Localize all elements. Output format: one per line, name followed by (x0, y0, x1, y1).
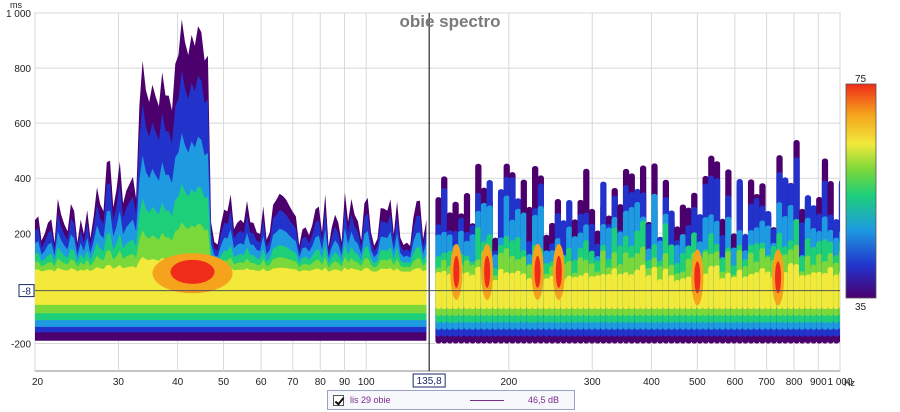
axes: 1 000 800 600 400 200 -200 20 30 40 50 60 70 80 90 100… (6, 9, 853, 388)
legend: lis 29 obie 46,5 dB (327, 390, 575, 410)
hf-band (566, 275, 573, 310)
hf-band (702, 273, 709, 310)
x-tick-label: 100 (358, 377, 375, 388)
cursor-y-label: -8 (22, 287, 31, 298)
x-tick-label: 60 (256, 377, 268, 388)
hf-band (747, 273, 755, 310)
peak-blob (775, 261, 782, 294)
cursor-x-label: 135,8 (417, 376, 442, 387)
x-tick-label: 500 (689, 377, 706, 388)
y-tick-label: 800 (14, 64, 31, 75)
hf-band (639, 264, 647, 310)
y-tick-label: 400 (14, 174, 31, 185)
x-tick-label: 90 (339, 377, 351, 388)
x-tick-label: 300 (584, 377, 601, 388)
colorbar (845, 83, 877, 299)
y-tick-label: -200 (11, 339, 31, 350)
hf-band (594, 275, 601, 310)
hf-band (793, 264, 800, 310)
hf-band (577, 275, 584, 310)
hf-band (685, 276, 692, 310)
legend-checkbox[interactable] (333, 394, 344, 406)
hf-band (526, 278, 533, 310)
hf-band (736, 269, 743, 310)
x-tick-label: 400 (643, 377, 660, 388)
hf-band (617, 273, 624, 310)
legend-series-line (470, 399, 504, 401)
hf-band (492, 279, 499, 310)
hf-band (730, 276, 738, 310)
hf-band (543, 278, 550, 310)
colorbar-min-label: 35 (855, 302, 867, 313)
peak-blob (694, 261, 701, 294)
hf-band (651, 266, 658, 310)
hf-band (588, 276, 596, 310)
x-tick-label: 50 (218, 377, 230, 388)
hf-band (600, 273, 607, 310)
y-tick-label: 200 (14, 229, 31, 240)
chart-title: obie spectro (399, 12, 500, 31)
peak-blob (555, 255, 562, 288)
y-tick-label: 600 (14, 119, 31, 130)
hf-band (833, 274, 840, 310)
hf-band (628, 274, 635, 310)
peak-blob (170, 259, 215, 284)
x-tick-label: 30 (113, 377, 125, 388)
hf-band (708, 265, 715, 310)
peak-blob (534, 255, 541, 288)
y-unit-label: ms (10, 0, 22, 10)
hf-band (497, 268, 505, 310)
x-tick-label: 900 (810, 377, 827, 388)
hf-band (514, 270, 522, 310)
hf-band (719, 277, 726, 310)
hf-band (634, 269, 641, 310)
spectrogram-heatmap (35, 19, 840, 344)
hf-band (742, 276, 749, 310)
hf-band (657, 279, 664, 310)
x-tick-label: 700 (758, 377, 775, 388)
hf-band (713, 265, 721, 310)
x-tick-label: 800 (786, 377, 803, 388)
cursor-y-box (18, 284, 35, 298)
legend-series-name: lis 29 obie (350, 395, 391, 405)
x-tick-label: 20 (32, 377, 44, 388)
hf-band (674, 280, 681, 310)
low-band-layer (35, 253, 427, 305)
peak-blob (453, 255, 460, 288)
hf-band (668, 275, 675, 310)
hf-band (441, 270, 448, 310)
y-tick-label: 1 000 (6, 9, 31, 20)
x-tick-label: 40 (172, 377, 184, 388)
hf-band (759, 268, 766, 310)
x-tick-label: 80 (315, 377, 327, 388)
colorbar-max-label: 75 (855, 74, 867, 85)
hf-band (605, 273, 613, 310)
hf-band (611, 268, 618, 310)
x-unit-label: Hz (844, 378, 855, 388)
x-tick-label: 1 000 (827, 377, 852, 388)
x-tick-label: 200 (500, 377, 517, 388)
hf-band (520, 273, 527, 310)
hf-band (679, 278, 687, 310)
x-tick-label: 70 (287, 377, 299, 388)
hf-band (804, 274, 812, 310)
x-tick-label: 600 (727, 377, 744, 388)
hf-band (662, 268, 670, 310)
hf-band (469, 274, 476, 310)
hf-band (571, 276, 579, 310)
cursor-x-box (412, 373, 446, 388)
hf-band (799, 275, 806, 310)
legend-series-value: 46,5 dB (528, 395, 560, 405)
hf-band (787, 263, 795, 310)
hf-band (645, 275, 652, 310)
peak-blob (484, 255, 491, 288)
hf-band (827, 267, 834, 310)
hf-band (475, 266, 482, 310)
